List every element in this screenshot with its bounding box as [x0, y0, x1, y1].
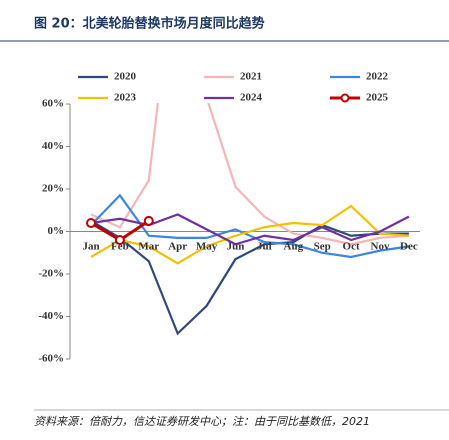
x-tick-label: Feb [111, 241, 129, 253]
x-tick-label: Sep [314, 241, 331, 253]
series-marker [86, 218, 96, 228]
x-tick-label: Mar [138, 241, 159, 253]
series-line [90, 219, 409, 336]
series-line [90, 193, 410, 259]
x-tick-label: Nov [371, 241, 390, 253]
x-tick-label: Jun [227, 241, 245, 253]
x-tick-label: Jan [82, 241, 99, 253]
legend-label: 2025 [366, 92, 389, 104]
y-tick-label: 20% [42, 183, 64, 195]
series-marker [143, 215, 154, 226]
y-tick-label: -20% [38, 268, 64, 280]
y-tick-label: 60% [42, 98, 64, 110]
y-tick-label: -40% [38, 310, 64, 322]
x-tick-label: May [196, 241, 218, 253]
series-line [90, 204, 409, 265]
legend-label: 2020 [114, 71, 137, 83]
plot-area [86, 103, 410, 336]
y-tick-label: -60% [38, 353, 64, 365]
chart-title: 图 20：北美轮胎替换市场月度同比趋势 [34, 16, 265, 32]
x-tick-label: Oct [343, 241, 360, 253]
y-tick-label: 0% [48, 225, 65, 237]
legend-label: 2023 [114, 92, 137, 104]
source-note: 资料来源：倍耐力，信达证券研发中心；注：由于同比基数低，2021 [34, 415, 370, 428]
legend-label: 2022 [366, 71, 389, 83]
series-marker [114, 235, 125, 245]
legend-label: 2021 [240, 71, 262, 83]
x-tick-label: Apr [168, 241, 187, 253]
x-tick-label: Jul [257, 241, 272, 253]
x-tick-label: Aug [284, 241, 304, 253]
series-line [90, 103, 409, 246]
legend-label: 2024 [240, 92, 263, 104]
legend-marker [340, 93, 350, 103]
y-tick-label: 40% [42, 140, 64, 152]
x-tick-label: Dec [400, 241, 418, 253]
